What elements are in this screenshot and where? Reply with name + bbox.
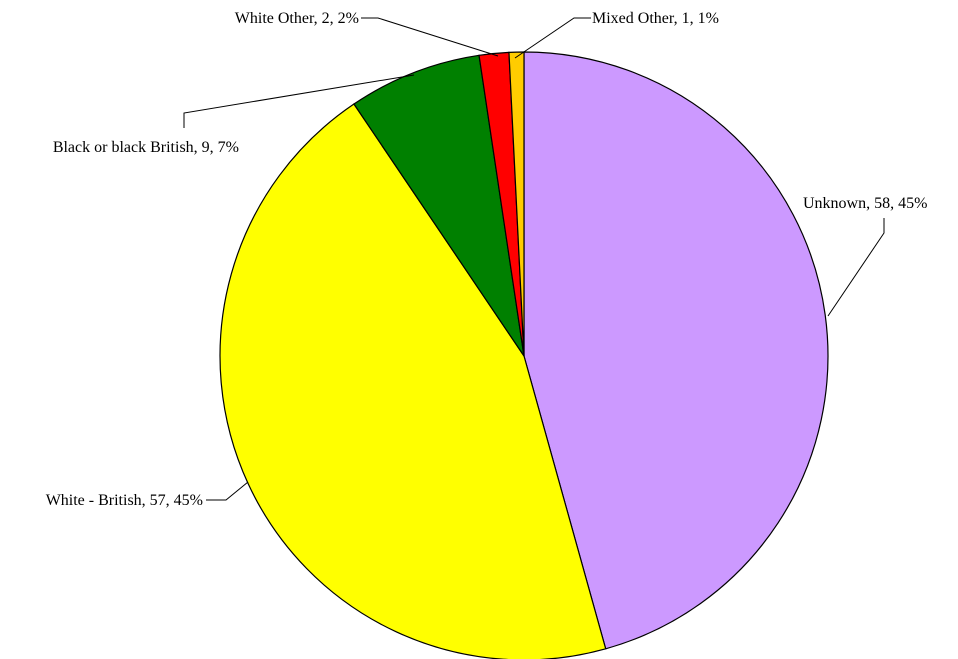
pie-slice-black-or-black-british xyxy=(353,54,525,357)
data-label: White Other, 2, 2% xyxy=(235,10,359,27)
data-label: Mixed Other, 1, 1% xyxy=(592,10,719,27)
data-label: Black or black British, 9, 7% xyxy=(53,139,239,156)
leader-line xyxy=(361,17,499,57)
pie-slice-unknown xyxy=(523,51,829,650)
pie-slice-white-british xyxy=(219,103,607,659)
leader-lines xyxy=(183,17,885,501)
leader-line xyxy=(206,481,249,501)
data-labels: Unknown, 58, 45% White - British, 57, 45%… xyxy=(46,10,928,509)
leader-line xyxy=(183,74,415,128)
data-label: White - British, 57, 45% xyxy=(46,492,203,509)
data-label: Unknown, 58, 45% xyxy=(803,195,927,212)
pie-slices xyxy=(219,51,829,659)
leader-line xyxy=(514,17,591,59)
leader-line xyxy=(827,218,885,317)
